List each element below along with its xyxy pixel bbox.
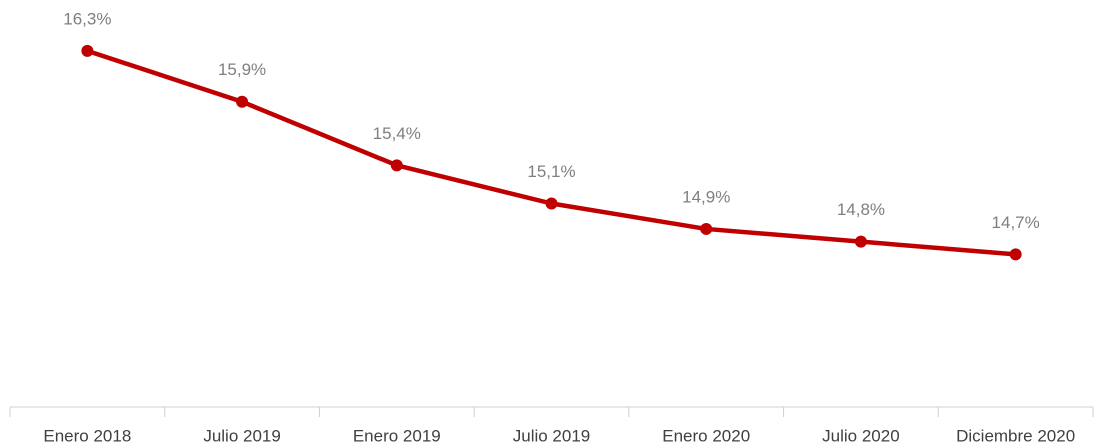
marker	[854, 235, 867, 248]
marker	[545, 197, 558, 210]
x-tick-label: Enero 2020	[662, 426, 750, 445]
data-label: 14,7%	[992, 213, 1040, 232]
marker	[700, 222, 713, 235]
line	[86, 48, 1016, 257]
marker	[236, 95, 249, 108]
marker	[390, 159, 403, 172]
x-tick-label: Julio 2019	[513, 426, 591, 445]
x-tick-label: Julio 2019	[203, 426, 281, 445]
x-tick-label: Julio 2020	[822, 426, 900, 445]
data-label: 15,4%	[373, 124, 421, 143]
x-tick-label: Enero 2019	[353, 426, 441, 445]
data-label: 15,9%	[218, 60, 266, 79]
data-label: 14,8%	[837, 200, 885, 219]
x-tick-label: Enero 2018	[43, 426, 131, 445]
data-label: 15,1%	[527, 162, 575, 181]
data-label: 14,9%	[682, 187, 730, 206]
marker	[1009, 248, 1022, 261]
x-tick-label: Diciembre 2020	[956, 426, 1075, 445]
marker	[81, 44, 94, 57]
data-label: 16,3%	[63, 9, 111, 28]
